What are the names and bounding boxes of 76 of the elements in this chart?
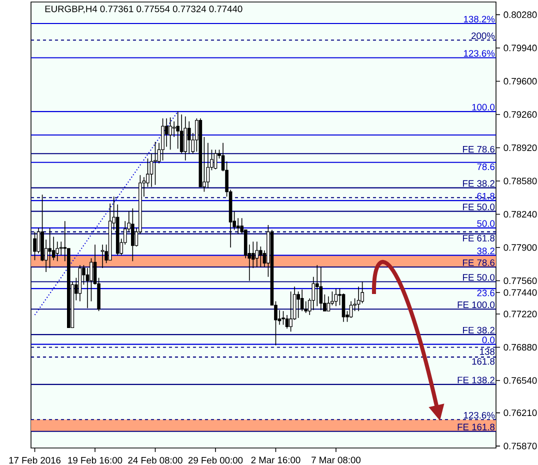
x-tick-label: 19 Feb 16:00 — [68, 456, 122, 464]
annotation: 100.0 — [472, 104, 495, 110]
candlestick — [172, 120, 176, 138]
x-tick-label: 7 Mar 08:00 — [312, 456, 361, 464]
y-tick-label: 0.80280 — [504, 11, 537, 18]
candlestick — [300, 289, 304, 312]
annotation: 161.8 — [472, 358, 495, 365]
candlestick — [356, 286, 360, 312]
candlestick — [282, 310, 285, 326]
x-tick-label: 29 Feb 00:00 — [188, 456, 243, 464]
candlestick — [206, 142, 210, 188]
y-tick-label: 0.77440 — [504, 289, 537, 296]
chart-title: EURGBP,H4 0.77361 0.77554 0.77324 0.77440 — [45, 6, 242, 14]
y-tick-label: 0.79940 — [504, 44, 537, 52]
candlestick — [33, 231, 36, 261]
x-tick-label: 17 Feb 2016 — [9, 456, 61, 464]
candlestick — [236, 218, 240, 234]
candlestick — [184, 116, 188, 161]
annotation: 123.6% — [464, 50, 495, 57]
candlestick — [187, 120, 191, 154]
candlestick — [326, 296, 330, 312]
candlestick — [150, 153, 154, 188]
annotation: 200% — [472, 32, 495, 40]
annotation: 138.2% — [464, 16, 495, 22]
candlestick — [285, 314, 289, 330]
candlestick — [48, 228, 52, 268]
annotation: FE 38.2 — [463, 180, 494, 187]
candlestick — [316, 264, 319, 307]
y-tick-label: 0.79260 — [504, 111, 537, 118]
candlestick — [176, 111, 180, 150]
candlestick — [342, 293, 346, 322]
candlestick — [161, 118, 164, 161]
candlestick — [214, 149, 218, 170]
annotation: FE 161.8 — [458, 424, 495, 430]
candlestick — [259, 246, 262, 268]
candlestick — [180, 114, 184, 154]
annotation: 23.6 — [477, 290, 495, 296]
annotation: 123.6% — [464, 412, 495, 419]
candlestick — [154, 141, 157, 186]
annotation: 61.8 — [477, 192, 495, 200]
annotation: FE 78.6 — [463, 259, 495, 266]
annotation: FE 38.2 — [463, 326, 494, 334]
annotation: 78.6 — [477, 163, 495, 170]
candlestick — [319, 266, 323, 310]
y-tick-label: 0.78920 — [504, 144, 537, 152]
y-tick-label: 0.76540 — [504, 377, 537, 384]
annotation: FE 61.8 — [463, 234, 495, 242]
y-tick-label: 0.77220 — [504, 310, 537, 318]
candlestick — [349, 300, 353, 318]
candlestick — [168, 117, 172, 150]
annotation: 138 — [480, 348, 495, 355]
candlestick — [164, 118, 168, 148]
annotation: 0.0 — [482, 336, 495, 344]
y-tick-label: 0.79600 — [504, 78, 537, 85]
annotation: FE 50.0 — [463, 274, 495, 281]
annotation: FE 50.0 — [463, 204, 495, 210]
y-tick-label: 0.78240 — [504, 210, 537, 218]
x-tick-label: 24 Feb 08:00 — [128, 456, 182, 464]
annotation: FE 138.2 — [458, 376, 494, 384]
candlestick — [131, 208, 134, 262]
candlestick — [100, 244, 104, 268]
annotation: 50.0 — [477, 220, 495, 227]
candlestick — [334, 288, 338, 307]
y-tick-label: 0.75870 — [504, 442, 537, 450]
annotation: 38.2 — [477, 248, 494, 254]
x-tick-label: 2 Mar 16:00 — [251, 456, 300, 464]
annotation: FE 100.0 — [458, 301, 495, 308]
y-tick-label: 0.76210 — [504, 410, 537, 416]
candlestick — [296, 291, 300, 318]
candlestick — [255, 241, 259, 268]
y-tick-label: 0.78580 — [504, 178, 537, 184]
y-tick-label: 0.77560 — [504, 277, 537, 284]
candlestick — [52, 236, 56, 261]
y-tick-label: 0.77900 — [504, 244, 537, 251]
annotation: FE 78.6 — [463, 146, 495, 153]
y-tick-label: 0.76880 — [504, 344, 537, 351]
